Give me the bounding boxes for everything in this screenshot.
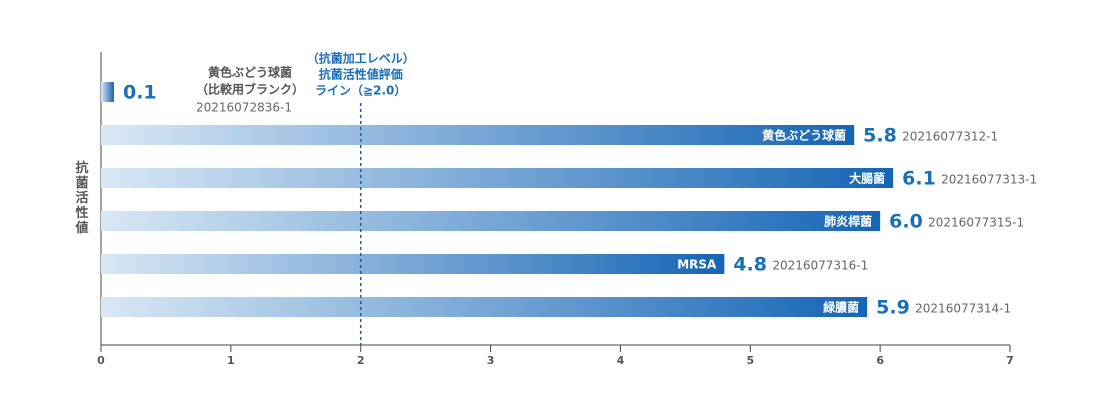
value-label: 4.8 (733, 254, 767, 276)
category-label: 肺炎桿菌 (824, 214, 872, 229)
reference-label: ライン（≧2.0） (315, 83, 406, 98)
value-label: 6.0 (889, 211, 923, 233)
category-sublabel: （比較用ブランク） (196, 82, 304, 97)
category-label: 黄色ぶどう球菌 (762, 128, 846, 143)
value-label: 5.8 (863, 125, 897, 147)
reference-label: （抗菌加工レベル） (307, 51, 415, 66)
bar (101, 254, 725, 274)
bar (101, 125, 855, 145)
code-label: 20216077312-1 (902, 130, 998, 144)
x-tick-label: 0 (97, 354, 105, 367)
x-tick-label: 5 (746, 354, 754, 367)
value-label: 6.1 (902, 168, 936, 190)
x-tick-label: 4 (617, 354, 625, 367)
category-label: 大腸菌 (849, 171, 885, 186)
bar (101, 297, 868, 317)
bar (101, 168, 894, 188)
code-label: 20216072836-1 (196, 101, 292, 115)
bar (101, 211, 881, 231)
y-axis-label: 抗菌活性値 (73, 160, 90, 236)
x-tick-label: 3 (487, 354, 495, 367)
x-tick-label: 2 (357, 354, 365, 367)
bar (101, 82, 114, 102)
code-label: 20216077316-1 (772, 259, 868, 273)
code-label: 20216077313-1 (941, 173, 1037, 187)
x-tick-label: 6 (876, 354, 884, 367)
x-tick-label: 7 (1006, 354, 1014, 367)
code-label: 20216077315-1 (928, 216, 1024, 230)
x-tick-label: 1 (227, 354, 235, 367)
category-label: 黄色ぶどう球菌 (208, 65, 292, 80)
reference-label: 抗菌活性値評価 (319, 67, 403, 82)
category-label: 緑膿菌 (823, 300, 859, 315)
value-label: 0.1 (123, 82, 157, 104)
category-label: MRSA (677, 258, 717, 272)
value-label: 5.9 (876, 297, 910, 319)
code-label: 20216077314-1 (915, 302, 1011, 316)
